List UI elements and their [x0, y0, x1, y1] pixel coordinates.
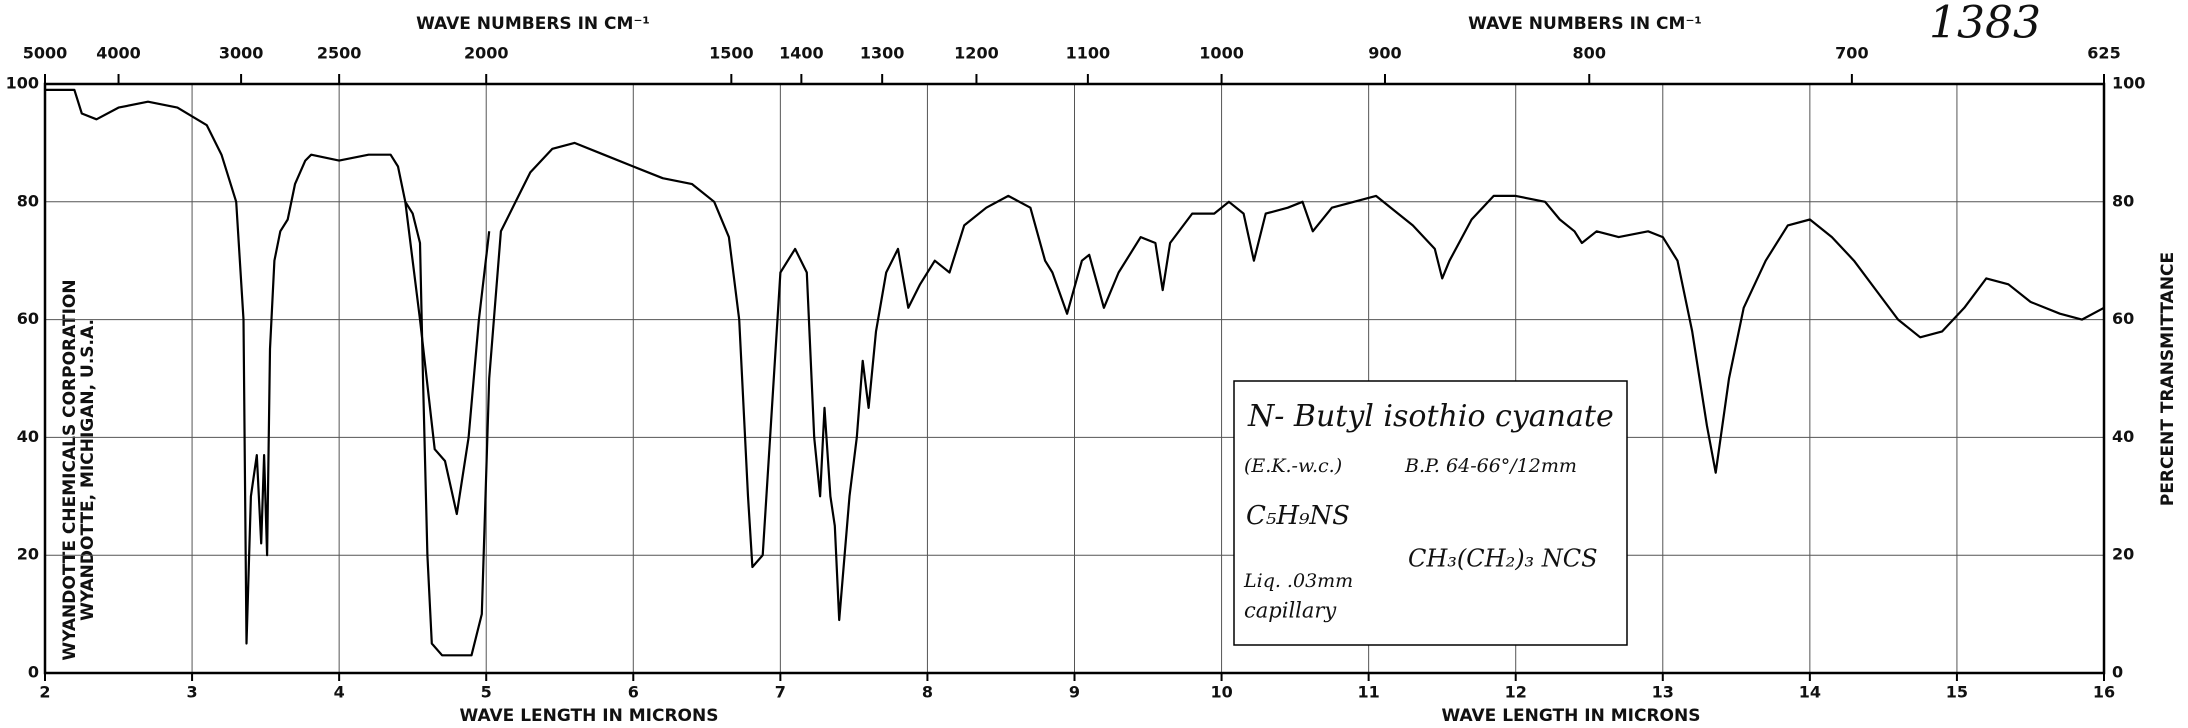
- top-tick-label: 2500: [317, 44, 362, 63]
- formula: C₅H₉NS: [1246, 501, 1350, 531]
- x-tick-label: 14: [1799, 683, 1821, 702]
- top-tick-label: 2000: [464, 44, 509, 63]
- top-tick-label: 900: [1368, 44, 1401, 63]
- compound-name: N- Butyl isothio cyanate: [1247, 399, 1614, 434]
- structure: CH₃(CH₂)₃ NCS: [1408, 545, 1598, 573]
- x-tick-label: 2: [39, 683, 50, 702]
- plot-frame: [43, 82, 2106, 675]
- top-tick-label: 1300: [860, 44, 905, 63]
- cell: capillary: [1244, 599, 1337, 623]
- x-tick-label: 7: [775, 683, 786, 702]
- boiling-point: B.P. 64-66°/12mm: [1404, 455, 1577, 477]
- y-tick-label-right: 20: [2112, 545, 2134, 564]
- source: (E.K.-w.c.): [1244, 455, 1342, 477]
- y-tick-label: 80: [17, 191, 39, 210]
- x-tick-label: 9: [1069, 683, 1080, 702]
- y-tick-label: 20: [17, 545, 39, 564]
- publisher-location: WYANDOTTE, MICHIGAN, U.S.A.: [78, 319, 98, 621]
- publisher: WYANDOTTE CHEMICALS CORPORATION: [60, 279, 80, 660]
- x-tick-label: 11: [1358, 683, 1380, 702]
- top-tick-label: 1100: [1066, 44, 1111, 63]
- x-tick-label: 12: [1505, 683, 1527, 702]
- y-tick-label: 0: [28, 663, 39, 682]
- top-tick-label: 5000: [23, 44, 68, 63]
- top-tick-label: 625: [2087, 44, 2120, 63]
- top-tick-label: 700: [1835, 44, 1868, 63]
- y-tick-label: 40: [17, 427, 39, 446]
- y-tick-label: 60: [17, 309, 39, 328]
- x-axis-title: WAVE LENGTH IN MICRONS: [460, 706, 719, 726]
- spectrum-line: [404, 201, 491, 516]
- x-tick-label: 3: [187, 683, 198, 702]
- spectrum-number: 1383: [1929, 0, 2041, 49]
- sample: Liq. .03mm: [1243, 570, 1353, 592]
- spectrum-line: [45, 88, 2105, 657]
- x-tick-label: 13: [1652, 683, 1674, 702]
- x-axis-title: WAVE LENGTH IN MICRONS: [1442, 706, 1701, 726]
- x-tick-label: 15: [1946, 683, 1968, 702]
- x-tick-label: 8: [922, 683, 933, 702]
- annotation-box: N- Butyl isothio cyanate (E.K.-w.c.) B.P…: [1233, 380, 1628, 646]
- y-tick-label-right: 100: [2112, 74, 2145, 93]
- top-tick-label: 800: [1573, 44, 1606, 63]
- x-tick-label: 6: [628, 683, 639, 702]
- y-tick-label-right: 0: [2112, 663, 2123, 682]
- top-tick-label: 1400: [779, 44, 824, 63]
- top-axis-title: WAVE NUMBERS IN CM⁻¹: [1468, 14, 1702, 34]
- y-tick-label-right: 80: [2112, 191, 2134, 210]
- x-tick-label: 16: [2093, 683, 2115, 702]
- top-tick-label: 3000: [219, 44, 264, 63]
- top-axis-title: WAVE NUMBERS IN CM⁻¹: [416, 14, 650, 34]
- y-tick-label-right: 60: [2112, 309, 2134, 328]
- y-tick-label-right: 40: [2112, 427, 2134, 446]
- top-tick-label: 4000: [96, 44, 141, 63]
- x-tick-label: 10: [1210, 683, 1232, 702]
- x-tick-label: 5: [481, 683, 492, 702]
- y-axis-title: PERCENT TRANSMITTANCE: [2158, 252, 2178, 506]
- top-tick-label: 1200: [954, 44, 999, 63]
- annotation-frame: [1233, 380, 1628, 646]
- y-tick-label: 100: [6, 74, 39, 93]
- top-tick-label: 1000: [1199, 44, 1244, 63]
- x-tick-label: 4: [334, 683, 345, 702]
- top-tick-label: 1500: [709, 44, 754, 63]
